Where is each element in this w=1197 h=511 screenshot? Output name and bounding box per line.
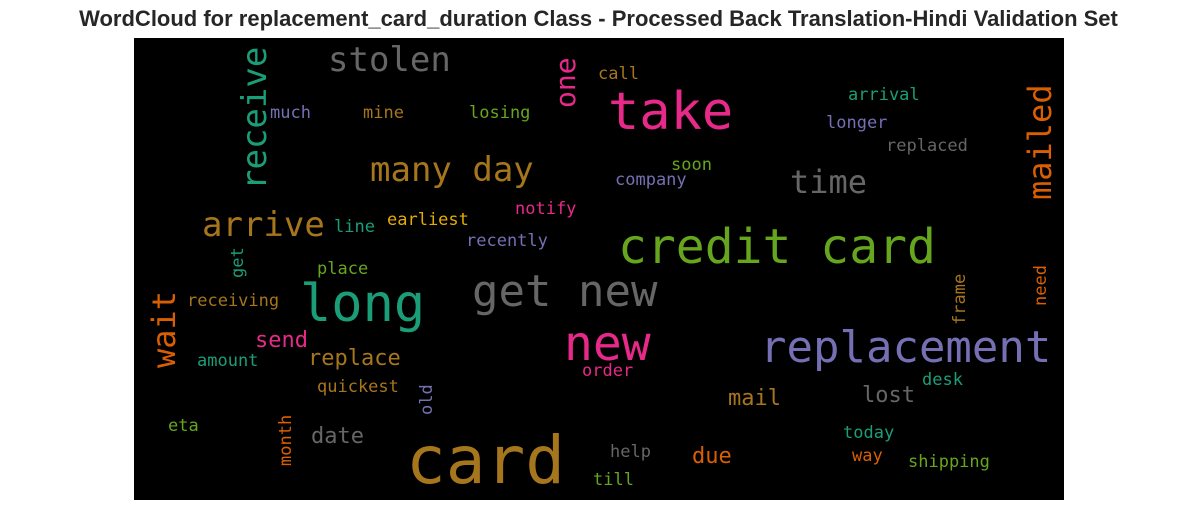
word-wait: wait — [145, 290, 183, 368]
word-line: line — [334, 217, 375, 237]
word-mail: mail — [728, 386, 781, 411]
chart-title: WordCloud for replacement_card_duration … — [79, 6, 1118, 31]
word-today: today — [843, 423, 895, 443]
word-desk: desk — [922, 370, 963, 390]
word-till: till — [593, 470, 634, 490]
word-card: card — [406, 422, 565, 499]
word-recently: recently — [466, 231, 548, 251]
word-get-new: get new — [472, 266, 658, 317]
word-quickest: quickest — [317, 377, 399, 397]
word-month: month — [276, 414, 296, 466]
word-stolen: stolen — [328, 40, 451, 80]
word-new: new — [564, 316, 651, 372]
word-order: order — [582, 361, 634, 381]
word-need: need — [1031, 265, 1051, 306]
word-due: due — [692, 444, 732, 469]
word-get: get — [228, 247, 248, 278]
word-lost: lost — [862, 383, 915, 408]
word-long: long — [300, 274, 426, 334]
word-arrive: arrive — [202, 205, 325, 245]
word-earliest: earliest — [387, 210, 469, 230]
word-replace: replace — [308, 346, 401, 371]
word-mine: mine — [363, 103, 404, 123]
word-much: much — [270, 103, 311, 123]
word-many-day: many day — [370, 150, 534, 190]
word-replaced: replaced — [886, 136, 968, 156]
word-time: time — [790, 163, 868, 201]
word-amount: amount — [197, 351, 259, 371]
word-receiving: receiving — [187, 291, 280, 311]
word-losing: losing — [469, 103, 531, 123]
word-date: date — [311, 424, 364, 449]
word-soon: soon — [671, 155, 712, 175]
word-take: take — [608, 82, 734, 142]
word-frame: frame — [950, 273, 970, 325]
word-help: help — [610, 442, 651, 462]
word-eta: eta — [168, 416, 199, 436]
word-company: company — [615, 170, 687, 190]
word-send: send — [255, 328, 308, 353]
word-credit-card: credit card — [618, 219, 936, 275]
word-call: call — [598, 64, 639, 84]
word-place: place — [317, 259, 369, 279]
word-mailed: mailed — [1021, 84, 1059, 200]
word-shipping: shipping — [908, 452, 990, 472]
word-notify: notify — [515, 199, 577, 219]
word-receive: receive — [235, 46, 275, 190]
word-one: one — [549, 57, 582, 108]
word-longer: longer — [826, 113, 888, 133]
word-replacement: replacement — [760, 322, 1052, 373]
wordcloud-canvas: card credit card long get new new replac… — [134, 38, 1064, 500]
word-way: way — [852, 446, 883, 466]
word-old: old — [417, 384, 437, 415]
word-arrival: arrival — [848, 85, 920, 105]
